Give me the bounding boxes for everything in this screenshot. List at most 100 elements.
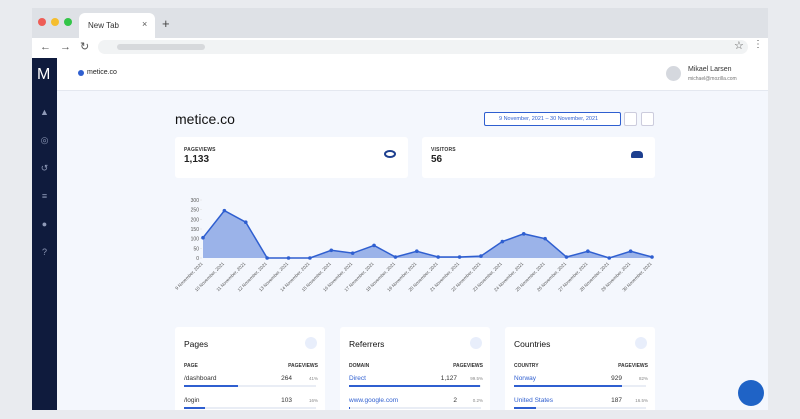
site-dot: [78, 70, 84, 76]
eye-icon: [384, 150, 396, 158]
column-header: PAGEVIEWS: [453, 363, 483, 369]
menu[interactable]: ⋮: [753, 39, 763, 50]
user-email: michael@mozilla.com: [688, 76, 737, 82]
export-btn[interactable]: [624, 112, 637, 126]
row-views: 929: [611, 375, 622, 382]
max-dot[interactable]: [64, 18, 72, 26]
point: [628, 249, 633, 254]
row-label[interactable]: Norway: [514, 375, 537, 382]
percent-bar: [349, 385, 481, 387]
tab-close[interactable]: ×: [142, 19, 148, 29]
column-header: PAGE: [184, 363, 198, 369]
column-header: COUNTRY: [514, 363, 539, 369]
new-tab[interactable]: +: [162, 16, 170, 31]
user-name: Mikael Larsen: [688, 66, 732, 73]
avatar[interactable]: [666, 66, 681, 81]
y-tick-label: 0: [196, 256, 199, 262]
row-label[interactable]: /login: [184, 397, 200, 404]
min-dot[interactable]: [51, 18, 59, 26]
panel-icon[interactable]: [470, 337, 482, 349]
tab-title: New Tab: [88, 21, 119, 30]
row-percent: 16%: [308, 398, 318, 403]
panel-icon[interactable]: [635, 337, 647, 349]
pageviews-card: [175, 137, 408, 178]
bar-track: [349, 407, 481, 409]
users-icon: [631, 151, 643, 158]
percent-bar: [184, 407, 206, 409]
point: [329, 248, 334, 253]
visitors-card: [422, 137, 655, 178]
column-header: PAGEVIEWS: [618, 363, 648, 369]
row-views: 103: [281, 397, 292, 404]
point: [201, 235, 205, 240]
panel-icon[interactable]: [305, 337, 317, 349]
panel: [175, 327, 325, 410]
point: [586, 249, 590, 254]
point: [415, 249, 419, 254]
point: [500, 239, 505, 244]
point: [308, 256, 312, 260]
panel-title: Countries: [514, 339, 551, 349]
row-label[interactable]: www.google.com: [349, 397, 399, 404]
point: [393, 255, 398, 259]
panel-title: Referrers: [349, 339, 385, 349]
point: [436, 255, 440, 259]
panel: [505, 327, 655, 410]
topbar: [57, 58, 768, 91]
star[interactable]: ☆: [734, 40, 744, 52]
address-placeholder: [117, 44, 205, 50]
point: [265, 256, 269, 260]
bar-track: [514, 407, 646, 409]
y-tick-label: 100: [191, 237, 200, 243]
point: [222, 208, 227, 213]
logo: M: [37, 66, 51, 83]
point: [457, 255, 462, 259]
percent-bar: [514, 407, 536, 409]
row-views: 1,127: [440, 375, 457, 382]
tab[interactable]: [79, 13, 155, 38]
page-title: metice.co: [175, 111, 235, 127]
address-bar[interactable]: [98, 40, 748, 54]
close-dot[interactable]: [38, 18, 46, 26]
export-btn[interactable]: [641, 112, 654, 126]
column-header: PAGEVIEWS: [288, 363, 318, 369]
card-label: VISITORS: [431, 147, 456, 153]
y-tick-label: 300: [191, 198, 200, 204]
row-views: 264: [281, 375, 292, 382]
row-views: 2: [453, 397, 457, 404]
nav-icons[interactable]: ←→↻: [40, 41, 99, 53]
card-value: 56: [431, 154, 443, 165]
point: [372, 243, 376, 248]
date-range[interactable]: 9 November, 2021 – 30 November, 2021: [484, 112, 621, 126]
panel: [340, 327, 490, 410]
row-views: 187: [611, 397, 622, 404]
row-percent: 41%: [308, 376, 318, 381]
site-selector[interactable]: metice.co: [87, 69, 117, 76]
point: [286, 256, 291, 260]
y-tick-label: 50: [193, 246, 199, 252]
area: [203, 210, 652, 258]
bar-track: [184, 407, 316, 409]
row-percent: 99.5%: [470, 376, 483, 381]
y-tick-label: 150: [191, 227, 200, 233]
nav-icons[interactable]: ▲ ◎ ↺ ≡ ●?: [40, 107, 49, 257]
row-label[interactable]: /dashboard: [184, 375, 217, 382]
y-tick-label: 200: [191, 217, 200, 223]
row-label[interactable]: Direct: [349, 375, 366, 382]
point: [243, 220, 248, 225]
bar-track: [184, 385, 316, 387]
row-label[interactable]: United States: [514, 397, 554, 404]
row-percent: 16.5%: [635, 398, 648, 403]
point: [607, 256, 612, 260]
point: [521, 232, 526, 236]
point: [650, 255, 654, 259]
sidebar: [32, 58, 57, 410]
row-percent: 0.2%: [472, 398, 483, 403]
column-header: DOMAIN: [349, 363, 370, 369]
chat-button[interactable]: [738, 380, 764, 406]
point: [543, 236, 547, 241]
line: [202, 209, 653, 259]
point: [479, 254, 483, 258]
